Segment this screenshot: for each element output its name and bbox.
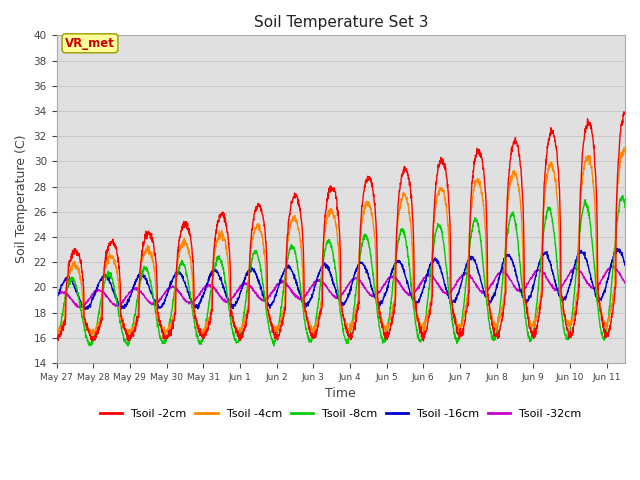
Text: VR_met: VR_met xyxy=(65,37,115,50)
Y-axis label: Soil Temperature (C): Soil Temperature (C) xyxy=(15,135,28,264)
Title: Soil Temperature Set 3: Soil Temperature Set 3 xyxy=(253,15,428,30)
X-axis label: Time: Time xyxy=(325,387,356,400)
Legend: Tsoil -2cm, Tsoil -4cm, Tsoil -8cm, Tsoil -16cm, Tsoil -32cm: Tsoil -2cm, Tsoil -4cm, Tsoil -8cm, Tsoi… xyxy=(96,404,586,423)
